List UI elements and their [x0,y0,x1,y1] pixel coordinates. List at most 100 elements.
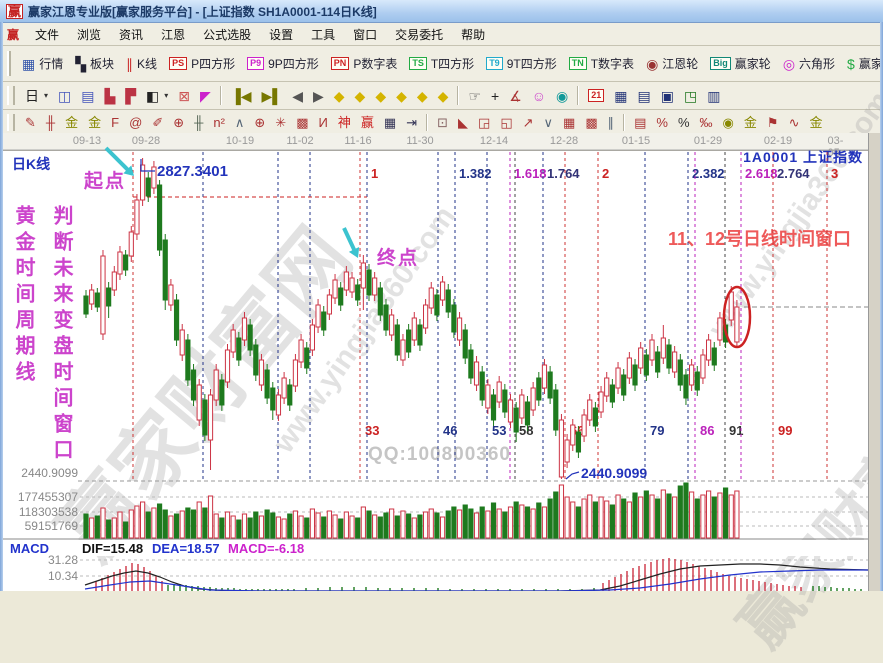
tool-icon-button-11[interactable]: ◀ [288,87,307,105]
tool-icon-button-21[interactable]: + [487,87,503,105]
tool-icon-button-30[interactable]: ▤ [630,114,650,132]
tool-icon-button-14[interactable]: И [315,114,332,132]
tool-icon-button-36[interactable]: ⚑ [763,114,783,132]
tool-P数字表[interactable]: PN P数字表 [326,53,403,74]
glyph-icon: 金 [65,114,79,130]
candle-body [677,359,683,386]
tool-icon-button-6[interactable]: ⊠ [174,87,194,105]
tool-icon-button-37[interactable]: ∿ [785,114,804,132]
tool-icon-button-4[interactable]: ▛ [121,87,140,105]
tool-P四方形[interactable]: PS P四方形 [164,53,240,74]
menu-item-5[interactable]: 设置 [269,27,294,42]
tool-icon-button-18[interactable]: ◆ [434,87,453,105]
menu-item-8[interactable]: 交易委托 [395,27,444,42]
tool-icon-button-23[interactable]: ◱ [496,114,516,132]
toolbar-grip[interactable] [7,86,15,105]
vertical-scrollbar[interactable] [868,133,881,591]
tool-icon-button-16[interactable]: ◆ [392,87,411,105]
tool-label: 赢家服务 [858,57,883,71]
tool-icon-button-26[interactable]: 21 [584,87,608,104]
menu-item-1[interactable]: 浏览 [77,27,102,42]
tool-icon-button-33[interactable]: ‰ [696,114,717,132]
tool-icon-button-34[interactable]: ◉ [719,114,738,132]
tool-icon-button-15[interactable]: 神 [334,114,355,132]
tool-icon-button-31[interactable]: ▥ [703,87,724,105]
tool-icon-button-20[interactable]: ⊡ [433,114,452,132]
tool-icon-button-8[interactable]: ╫ [190,114,207,132]
tool-icon-button-17[interactable]: ▦ [380,114,400,132]
tool-icon-button-16[interactable]: 赢 [357,114,378,132]
tool-icon-button-29[interactable]: ▣ [657,87,678,105]
tool-icon-button-15[interactable]: ◆ [371,87,390,105]
tool-icon-button-11[interactable]: ⊕ [250,114,269,132]
tool-icon-button-25[interactable]: ∨ [540,114,558,132]
tool-江恩轮[interactable]: ◉ 江恩轮 [641,53,703,74]
tool-icon-button-23[interactable]: ☺ [528,87,550,105]
tool-icon-button-7[interactable]: ◤ [196,87,215,105]
tool-icon-button-28[interactable]: ∥ [604,114,619,132]
menu-item-7[interactable]: 窗口 [353,27,378,42]
tool-icon-button-22[interactable]: ∡ [505,87,526,105]
tool-icon-button-3[interactable]: 金 [84,114,105,132]
tool-9P四方形[interactable]: P9 9P四方形 [242,53,324,74]
tool-六角形[interactable]: ◎ 六角形 [778,53,840,74]
tool-赢家轮[interactable]: Big 赢家轮 [705,53,776,74]
toolbar-grip[interactable] [7,51,11,76]
volume-bar [711,496,717,539]
tool-行情[interactable]: ▦ 行情 [17,53,68,74]
tool-icon-button-1[interactable]: ◫ [54,87,75,105]
tool-icon-button-5[interactable]: @ [125,114,146,132]
tool-icon-button-21[interactable]: ◣ [454,114,472,132]
tool-T数字表[interactable]: TN T数字表 [564,53,639,74]
tool-icon-button-13[interactable]: ◆ [330,87,349,105]
tool-icon-button-24[interactable]: ↗ [519,114,538,132]
tool-icon-button-9[interactable]: ▐◀ [227,87,256,105]
tool-icon-button-14[interactable]: ◆ [351,87,370,105]
tool-T四方形[interactable]: TS T四方形 [404,53,479,74]
tool-icon-button-1[interactable]: ╫ [42,114,59,132]
menu-item-9[interactable]: 帮助 [461,27,486,42]
tool-icon-button-17[interactable]: ◆ [413,87,432,105]
titlebar[interactable]: 赢 赢家江恩专业版[赢家服务平台] - [上证指数 SH1A0001-114日K… [0,0,883,23]
tool-icon-button-20[interactable]: ☞ [464,87,485,105]
tool-icon-button-0[interactable]: 日 ▾ [21,87,52,105]
tool-icon-button-27[interactable]: ▩ [581,114,601,132]
tool-icon-button-24[interactable]: ◉ [552,87,572,105]
tool-icon-button-35[interactable]: 金 [740,114,761,132]
tool-icon-button-2[interactable]: ▤ [77,87,98,105]
tool-icon-button-18[interactable]: ⇥ [402,114,421,132]
tool-icon-button-4[interactable]: F [107,114,123,132]
glyph-icon: % [656,114,668,130]
tool-icon-button-30[interactable]: ◳ [680,87,701,105]
chart-canvas[interactable] [0,133,880,591]
tool-赢家服务[interactable]: $赢家服务 [842,53,883,74]
tool-9T四方形[interactable]: T9 9T四方形 [481,53,562,74]
tool-icon-button-9[interactable]: n² [209,114,229,132]
tool-icon-button-22[interactable]: ◲ [474,114,494,132]
tool-icon-button-13[interactable]: ▩ [292,114,312,132]
menu-item-2[interactable]: 资讯 [119,27,144,42]
tool-icon-button-6[interactable]: ✐ [148,114,167,132]
menu-item-3[interactable]: 江恩 [161,27,186,42]
toolbar-grip[interactable] [7,113,15,132]
tool-icon-button-10[interactable]: ∧ [231,114,249,132]
tool-icon-button-26[interactable]: ▦ [559,114,579,132]
tool-icon-button-7[interactable]: ⊕ [169,114,188,132]
tool-icon-button-12[interactable]: ▶ [309,87,328,105]
tool-icon-button-10[interactable]: ▶▌ [258,87,287,105]
tool-K线[interactable]: ∥ K线 [121,53,162,74]
tool-icon-button-38[interactable]: 金 [805,114,826,132]
tool-icon-button-32[interactable]: % [674,114,694,132]
menu-item-4[interactable]: 公式选股 [203,27,252,42]
tool-icon-button-31[interactable]: % [652,114,672,132]
tool-icon-button-12[interactable]: ✳ [271,114,290,132]
tool-icon-button-2[interactable]: 金 [61,114,82,132]
tool-icon-button-0[interactable]: ✎ [21,114,40,132]
tool-icon-button-27[interactable]: ▦ [610,87,631,105]
tool-icon-button-28[interactable]: ▤ [634,87,655,105]
tool-icon-button-5[interactable]: ◧ ▾ [142,87,172,105]
tool-板块[interactable]: ▚ 板块 [70,53,119,74]
menu-item-0[interactable]: 文件 [35,27,60,42]
menu-item-6[interactable]: 工具 [311,27,336,42]
tool-icon-button-3[interactable]: ▙ [100,87,119,105]
